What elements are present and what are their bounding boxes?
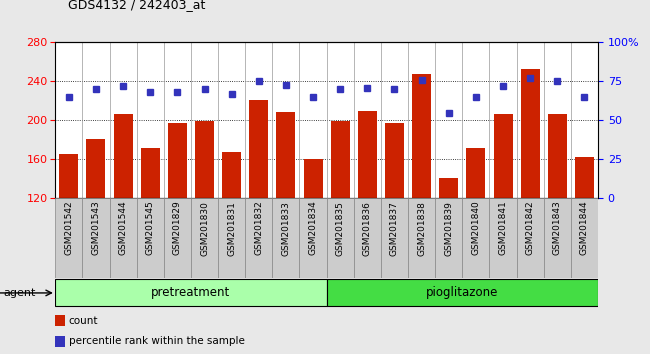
Bar — [439, 178, 458, 198]
Bar — [548, 114, 567, 198]
Bar — [327, 198, 354, 278]
Bar — [381, 198, 408, 278]
Bar — [218, 198, 245, 278]
Text: GSM201832: GSM201832 — [254, 201, 263, 255]
Text: pioglitazone: pioglitazone — [426, 286, 499, 299]
Text: GSM201834: GSM201834 — [309, 201, 318, 255]
Bar — [168, 123, 187, 198]
Bar — [436, 198, 462, 278]
Text: GSM201842: GSM201842 — [526, 201, 535, 255]
Bar — [358, 110, 377, 198]
Text: GSM201830: GSM201830 — [200, 201, 209, 256]
Bar — [493, 114, 512, 198]
Bar — [543, 198, 571, 278]
Text: GSM201831: GSM201831 — [227, 201, 236, 256]
Text: GSM201544: GSM201544 — [118, 201, 127, 255]
Bar — [245, 198, 272, 278]
Bar — [331, 121, 350, 198]
Bar — [195, 121, 214, 198]
Text: GSM201829: GSM201829 — [173, 201, 182, 255]
Bar — [55, 198, 83, 278]
Bar — [191, 198, 218, 278]
Bar — [272, 198, 300, 278]
Bar — [276, 112, 295, 198]
Bar — [59, 154, 78, 198]
Text: GSM201545: GSM201545 — [146, 201, 155, 255]
Bar — [114, 114, 133, 198]
Bar — [327, 279, 598, 307]
Bar — [300, 198, 326, 278]
Text: GSM201542: GSM201542 — [64, 201, 73, 255]
Text: pretreatment: pretreatment — [151, 286, 231, 299]
Bar — [575, 157, 594, 198]
Bar — [571, 198, 598, 278]
Text: GSM201841: GSM201841 — [499, 201, 508, 255]
Bar — [412, 74, 431, 198]
Text: percentile rank within the sample: percentile rank within the sample — [69, 336, 244, 346]
Text: count: count — [69, 316, 98, 326]
Text: GSM201840: GSM201840 — [471, 201, 480, 255]
Bar — [489, 198, 517, 278]
Bar — [462, 198, 489, 278]
Text: GSM201843: GSM201843 — [552, 201, 562, 255]
Bar — [164, 198, 191, 278]
Bar — [304, 159, 322, 198]
Bar — [55, 315, 65, 326]
Bar — [517, 198, 544, 278]
Bar — [385, 123, 404, 198]
Bar — [86, 139, 105, 198]
Text: GDS4132 / 242403_at: GDS4132 / 242403_at — [68, 0, 205, 11]
Bar — [55, 336, 65, 347]
Bar — [250, 100, 268, 198]
Text: GSM201835: GSM201835 — [335, 201, 345, 256]
Bar — [83, 198, 110, 278]
Text: GSM201833: GSM201833 — [281, 201, 291, 256]
Text: GSM201837: GSM201837 — [390, 201, 399, 256]
Bar — [354, 198, 381, 278]
Bar — [467, 148, 486, 198]
Text: GSM201844: GSM201844 — [580, 201, 589, 255]
Text: GSM201839: GSM201839 — [444, 201, 453, 256]
Bar — [408, 198, 436, 278]
Bar — [141, 148, 160, 198]
Text: GSM201543: GSM201543 — [92, 201, 101, 255]
Bar — [222, 153, 241, 198]
Text: GSM201838: GSM201838 — [417, 201, 426, 256]
Bar — [136, 198, 164, 278]
Bar — [521, 69, 539, 198]
Bar — [55, 279, 326, 307]
Text: agent: agent — [3, 288, 36, 298]
Text: GSM201836: GSM201836 — [363, 201, 372, 256]
Bar — [109, 198, 136, 278]
